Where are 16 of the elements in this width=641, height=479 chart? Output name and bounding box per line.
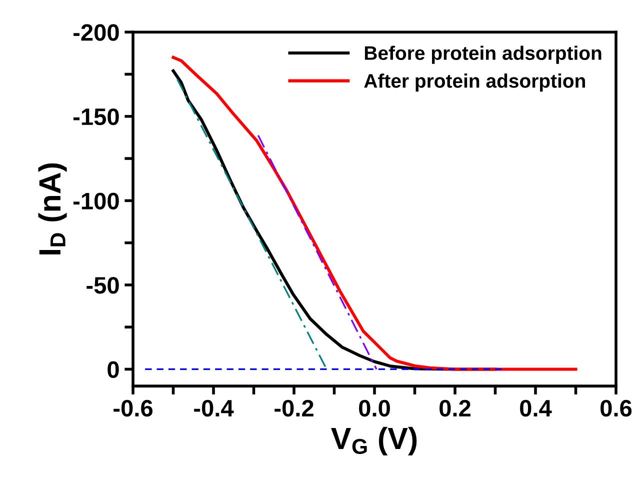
y-tick-label: -100 <box>73 192 119 210</box>
y-axis-title: I$_{D}$ (nA) <box>38 163 67 254</box>
y-tick-label: -50 <box>86 277 119 294</box>
x-tick-label: 0.2 <box>440 400 470 417</box>
x-tick-label: -0.2 <box>274 400 314 417</box>
x-tick-label: 0.6 <box>600 400 632 417</box>
legend-label: After protein adsorption <box>364 74 585 92</box>
y-tick-label: -200 <box>73 24 119 41</box>
x-tick-label: -0.6 <box>114 400 152 417</box>
legend-label: Before protein adsorption <box>364 46 602 64</box>
x-axis-title: V$_{G}$ (V) <box>331 426 417 456</box>
y-tick-label: 0 <box>108 361 119 378</box>
x-tick-label: 0.0 <box>359 400 390 417</box>
y-tick-label: -150 <box>73 108 119 126</box>
x-tick-label: -0.4 <box>194 400 234 417</box>
x-tick-label: 0.4 <box>520 400 552 417</box>
